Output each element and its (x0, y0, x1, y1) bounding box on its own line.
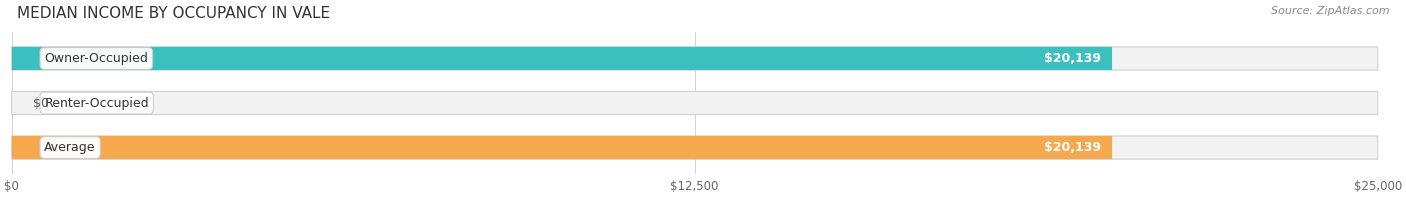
Text: Renter-Occupied: Renter-Occupied (45, 97, 149, 110)
Text: Source: ZipAtlas.com: Source: ZipAtlas.com (1271, 6, 1389, 16)
FancyBboxPatch shape (11, 136, 1112, 159)
Text: MEDIAN INCOME BY OCCUPANCY IN VALE: MEDIAN INCOME BY OCCUPANCY IN VALE (17, 6, 330, 21)
FancyBboxPatch shape (11, 91, 1378, 115)
Text: $20,139: $20,139 (1045, 141, 1101, 154)
FancyBboxPatch shape (11, 47, 1378, 70)
Text: $0: $0 (34, 97, 49, 110)
Text: $20,139: $20,139 (1045, 52, 1101, 65)
FancyBboxPatch shape (11, 136, 1378, 159)
Text: Owner-Occupied: Owner-Occupied (45, 52, 148, 65)
Text: Average: Average (45, 141, 96, 154)
FancyBboxPatch shape (11, 47, 1112, 70)
